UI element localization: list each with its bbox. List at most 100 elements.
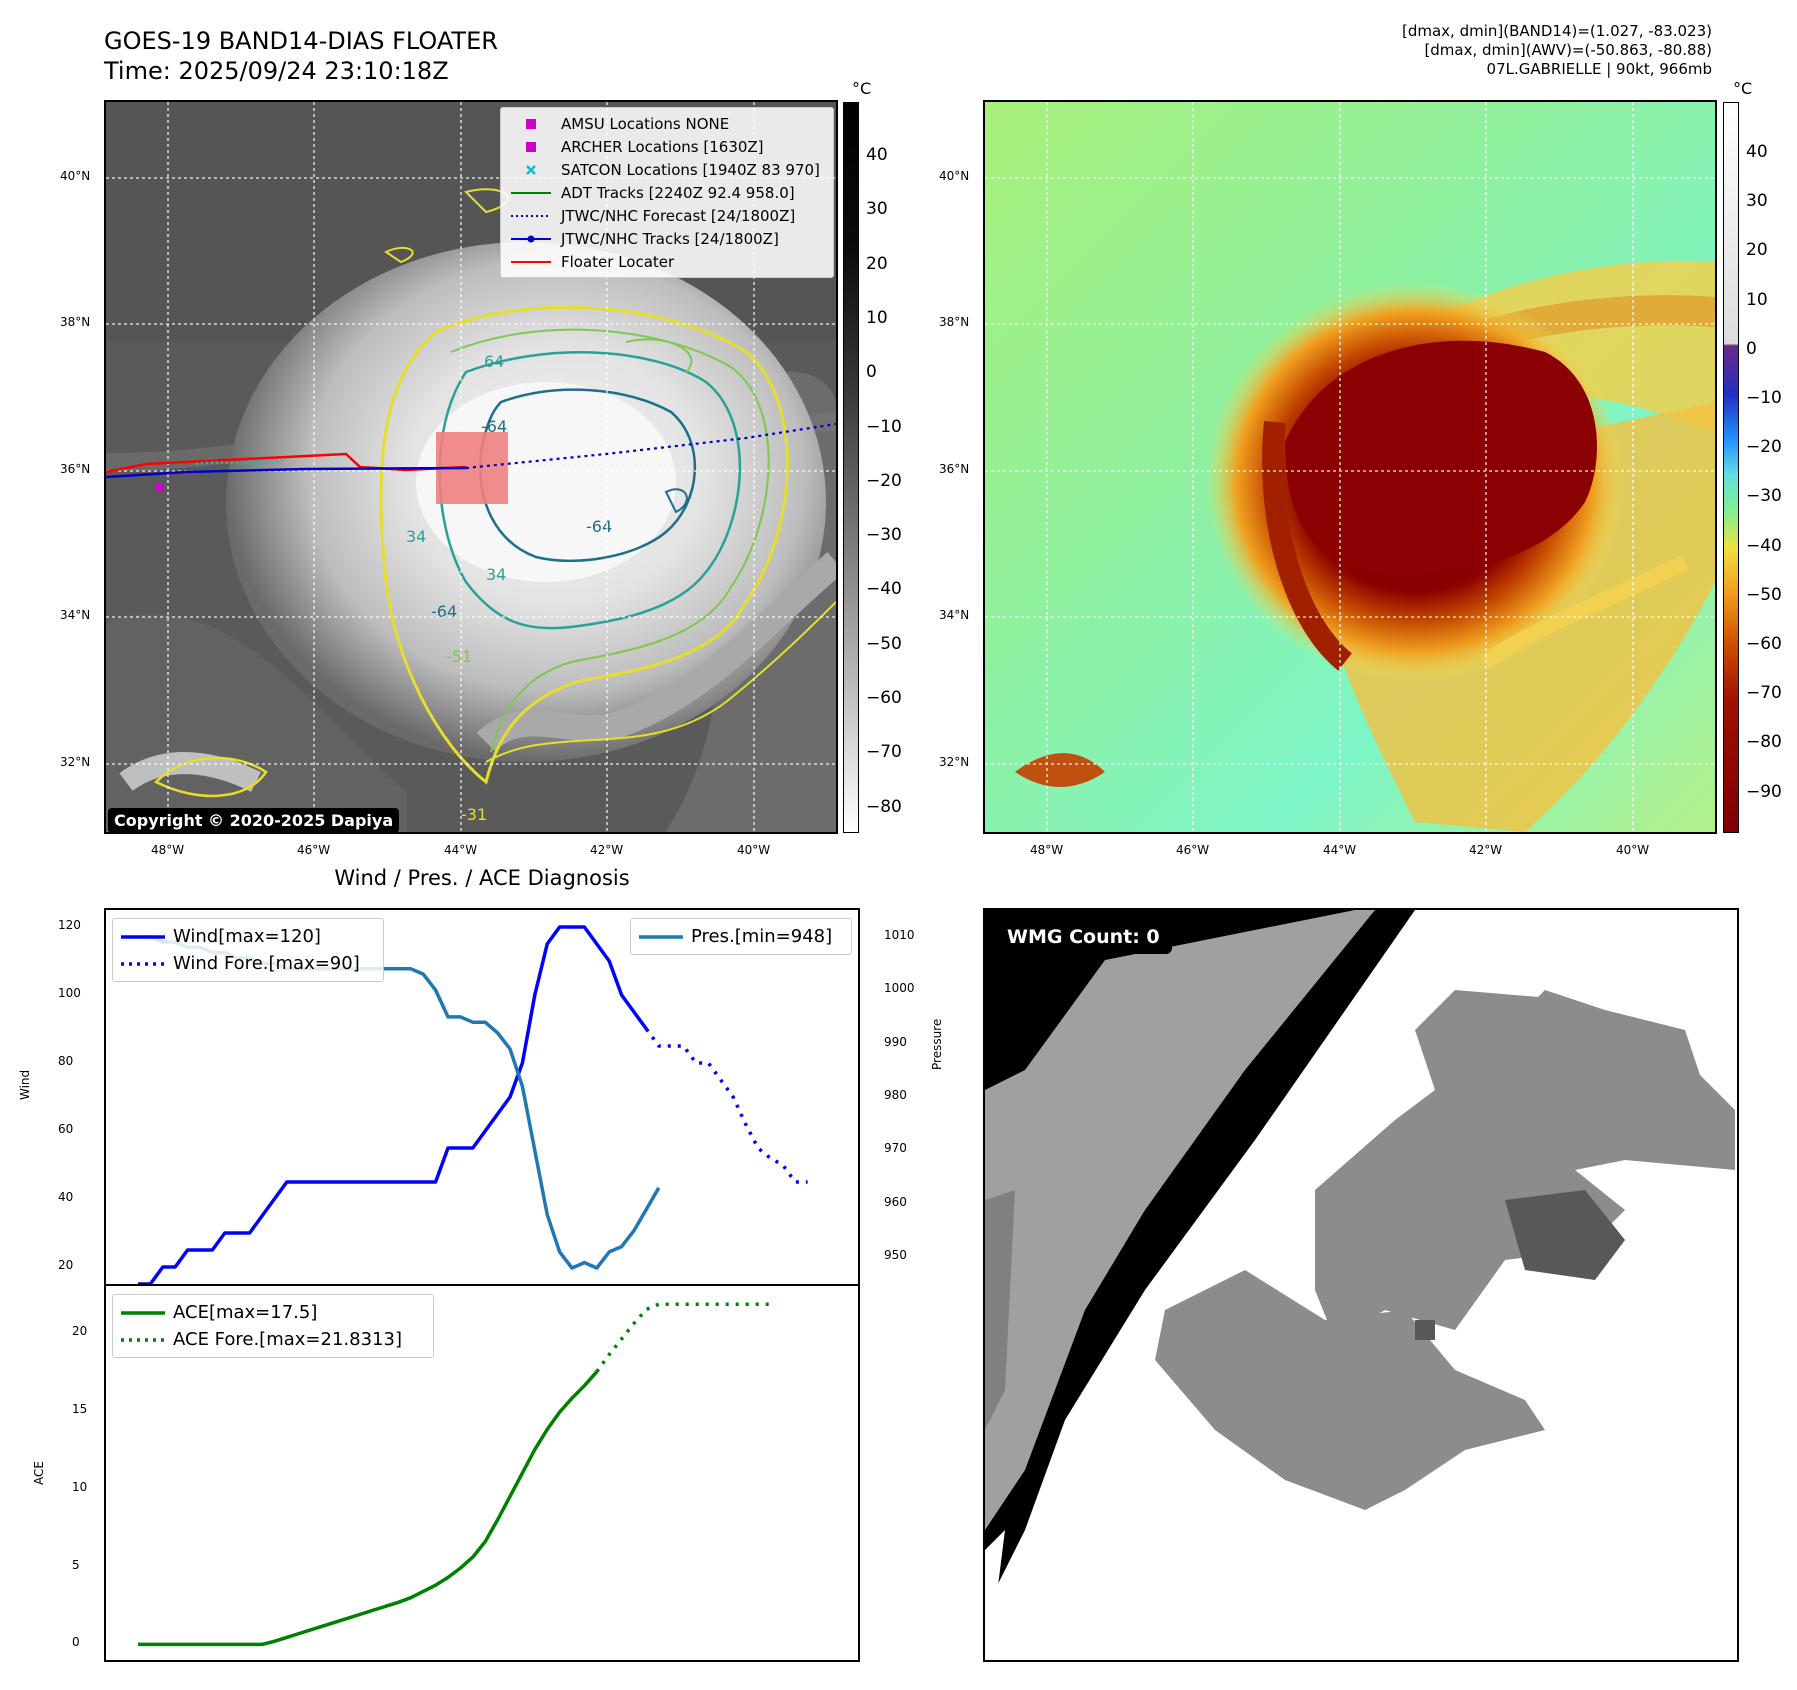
ace-panel: ACE[max=17.5] ACE Fore.[max=21.8313] (104, 1284, 860, 1662)
colorbar-gray-tick: 10 (866, 307, 888, 328)
colorbar-color-tick: 40 (1746, 142, 1768, 162)
ace-series-line (138, 1370, 599, 1647)
colorbar-gray-tick: 40 (866, 145, 888, 165)
wind-series-line (138, 925, 648, 1284)
wind-pres-panel: Wind[max=120] Wind Fore.[max=90] Pres.[m… (104, 908, 860, 1286)
satcon-track (195, 458, 287, 466)
colorbar-color-tick: −10 (1746, 388, 1782, 408)
ace-ytick: 15 (72, 1401, 88, 1416)
floater-track (106, 452, 467, 474)
colorbar-gray-tick: −60 (866, 688, 902, 708)
pressure-legend: Pres.[min=948] (630, 918, 852, 955)
colorbar-color-tick: −60 (1746, 634, 1782, 654)
wind-ytick: 40 (58, 1190, 74, 1204)
wind-ytick: 60 (58, 1122, 74, 1136)
colorbar-gray (843, 102, 859, 833)
wind-ytick: 120 (58, 918, 81, 932)
colorbar-color-tick: 20 (1746, 240, 1768, 261)
ir-map-panel: 64 -64 -64 -64 34 34 -51 -31 AMSU Locati… (104, 100, 838, 834)
colorbar-color (1723, 102, 1739, 833)
wmg-count-label: WMG Count: 0 (995, 920, 1172, 954)
legend-item-tracks: JTWC/NHC Tracks [24/1800Z] (509, 227, 825, 250)
colorbar-gray-tick: 0 (866, 362, 877, 383)
lon-tick: 48°W (1030, 843, 1064, 857)
jtwc-forecast (465, 422, 836, 470)
colorbar-color-unit: °C (1733, 79, 1753, 98)
contour-label: -64 (586, 517, 612, 536)
map-gridlines (985, 102, 1715, 832)
lat-tick: 40°N (60, 169, 91, 183)
ace-ytick: 10 (72, 1479, 88, 1494)
lat-tick: 34°N (939, 608, 970, 622)
pressure-ytick: 950 (884, 1248, 907, 1263)
diagnosis-title: Wind / Pres. / ACE Diagnosis (334, 866, 630, 890)
wind-ytick: 20 (58, 1258, 74, 1272)
contour-label: -31 (461, 805, 487, 824)
legend-item-pressure: Pres.[min=948] (639, 926, 833, 947)
colorbar-gray-tick: −80 (866, 796, 902, 817)
pressure-series-line (138, 934, 661, 1270)
storm-info: 07L.GABRIELLE | 90kt, 966mb (1486, 60, 1712, 78)
lat-tick: 40°N (939, 169, 970, 183)
awv-map-panel (983, 100, 1717, 834)
legend-item-floater: Floater Locater (511, 252, 675, 271)
ace-ytick: 20 (72, 1323, 88, 1338)
colorbar-gray-tick: −10 (866, 416, 902, 437)
colorbar-color-tick: −50 (1746, 584, 1782, 605)
colorbar-color-tick: 30 (1746, 191, 1768, 212)
legend-item-wind: Wind[max=120] (121, 926, 321, 947)
colorbar-gray-tick: −20 (866, 470, 902, 491)
colorbar-color-tick: −80 (1746, 732, 1782, 753)
jtwc-track (106, 466, 467, 479)
map-legend: AMSU Locations NONE ARCHER Locations [16… (500, 107, 834, 278)
awv-map (985, 102, 1715, 832)
lon-tick: 40°W (737, 843, 771, 857)
lat-tick: 36°N (939, 462, 970, 476)
colorbar-gray-tick: −50 (866, 633, 902, 654)
lat-tick: 36°N (60, 462, 91, 476)
chart-title: GOES-19 BAND14-DIAS FLOATER Time: 2025/0… (104, 26, 498, 86)
colorbar-gray-tick: −30 (866, 525, 902, 546)
ace-ytick: 5 (72, 1557, 80, 1572)
lat-tick: 32°N (60, 755, 91, 769)
lat-tick: 38°N (60, 315, 91, 329)
pressure-ylabel: Pressure (930, 1018, 944, 1070)
lon-tick: 48°W (151, 843, 185, 857)
title-line-1: GOES-19 BAND14-DIAS FLOATER (104, 27, 498, 55)
lon-tick: 44°W (1323, 843, 1357, 857)
colorbar-color-tick: −30 (1746, 486, 1782, 507)
contour-label: -51 (446, 647, 472, 666)
legend-item-amsu: AMSU Locations NONE (509, 112, 825, 135)
lat-tick: 34°N (60, 608, 91, 622)
ace-chart (138, 1302, 771, 1647)
colorbar-color-tick: −70 (1746, 683, 1782, 704)
contour-label: -64 (431, 602, 457, 621)
colorbar-color-tick: −40 (1746, 535, 1782, 556)
ace-ylabel: ACE (32, 1461, 46, 1485)
ace-ytick: 0 (72, 1635, 80, 1650)
lon-tick: 40°W (1616, 843, 1650, 857)
legend-item-wind-forecast: Wind Fore.[max=90] (121, 953, 360, 974)
stats-block: [dmax, dmin](BAND14)=(1.027, -83.023) [d… (1402, 22, 1712, 79)
pressure-ytick: 1010 (884, 927, 915, 942)
copyright-label: Copyright © 2020-2025 Dapiya (108, 808, 400, 832)
legend-item-satcon: SATCON Locations [1940Z 83 970] (509, 158, 825, 181)
colorbar-color-tick: 10 (1746, 289, 1768, 310)
wind-forecast-series-line (644, 1027, 808, 1184)
lon-tick: 46°W (297, 843, 331, 857)
contour-label: 64 (484, 352, 504, 371)
contour-label: -64 (481, 417, 507, 436)
wmg-map (985, 910, 1735, 1630)
ace-legend: ACE[max=17.5] ACE Fore.[max=21.8313] (112, 1294, 434, 1358)
legend-item-forecast: JTWC/NHC Forecast [24/1800Z] (511, 206, 796, 225)
colorbar-gray-tick: −70 (866, 742, 902, 763)
wind-ytick: 100 (58, 986, 81, 1000)
pressure-ytick: 960 (884, 1194, 907, 1209)
stats-awv: [dmax, dmin](AWV)=(-50.863, -80.88) (1424, 41, 1712, 59)
wind-ytick: 80 (58, 1054, 74, 1068)
colorbar-gray-unit: °C (852, 79, 872, 98)
lon-tick: 46°W (1176, 843, 1210, 857)
legend-item-ace-forecast: ACE Fore.[max=21.8313] (121, 1329, 402, 1350)
ace-forecast-series-line (595, 1302, 771, 1373)
wind-legend: Wind[max=120] Wind Fore.[max=90] (112, 918, 384, 982)
